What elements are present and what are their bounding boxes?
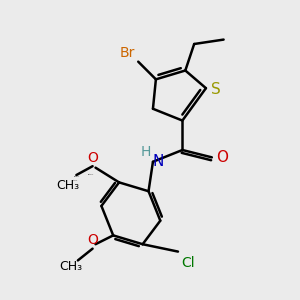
- Text: Br: Br: [120, 46, 135, 60]
- Text: methoxy: methoxy: [72, 180, 78, 181]
- Text: Cl: Cl: [181, 256, 194, 270]
- Text: H: H: [141, 145, 152, 159]
- Text: methoxy: methoxy: [74, 176, 80, 177]
- Text: N: N: [153, 154, 164, 169]
- Text: O: O: [87, 233, 98, 247]
- Text: O: O: [216, 150, 228, 165]
- Text: O: O: [87, 151, 98, 165]
- Text: CH₃: CH₃: [59, 260, 82, 273]
- Text: methoxy: methoxy: [88, 174, 94, 175]
- Text: S: S: [211, 82, 221, 97]
- Text: CH₃: CH₃: [56, 179, 79, 192]
